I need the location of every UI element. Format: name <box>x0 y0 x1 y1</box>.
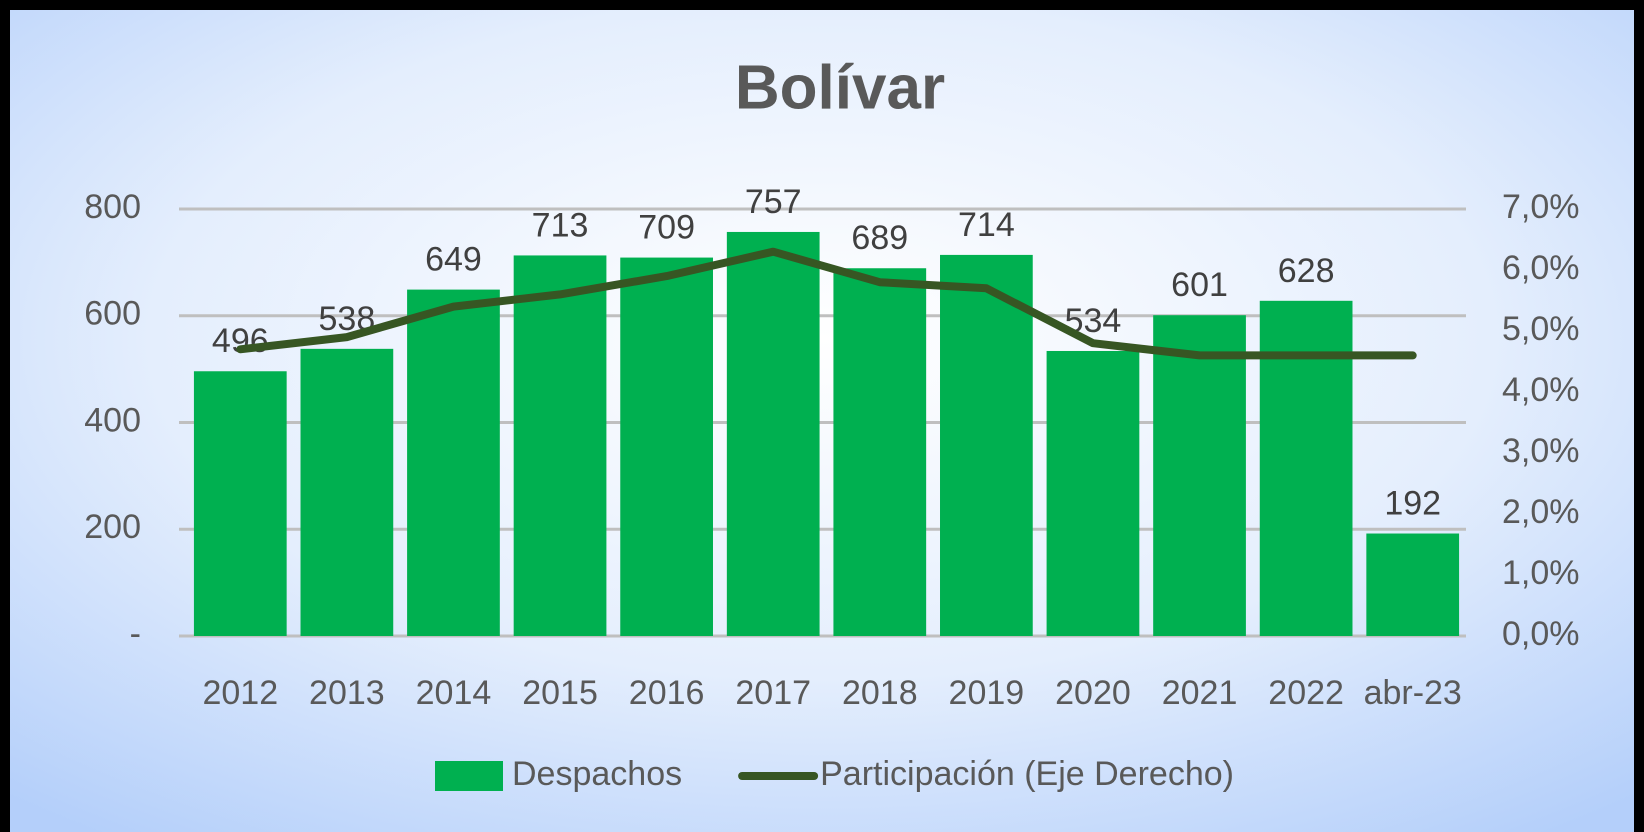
x-tick-label: 2014 <box>416 674 492 712</box>
x-tick-label: 2022 <box>1268 674 1344 712</box>
y2-tick-label: 2,0% <box>1502 493 1580 531</box>
legend-swatch <box>435 761 503 791</box>
line <box>236 247 1417 360</box>
bar <box>407 289 500 636</box>
bar <box>833 268 927 636</box>
x-tick-label: 2012 <box>202 674 278 712</box>
bar <box>513 255 607 636</box>
data-label: 709 <box>638 209 695 247</box>
x-tick-label: 2021 <box>1162 674 1238 712</box>
bar <box>1153 315 1246 636</box>
data-label: 689 <box>851 219 908 257</box>
y2-tick-label: 1,0% <box>1502 554 1580 592</box>
y2-tick-label: 4,0% <box>1502 371 1580 409</box>
bar <box>1046 350 1140 636</box>
legend-label: Despachos <box>512 755 682 793</box>
y2-tick-label: 6,0% <box>1502 249 1580 287</box>
x-tick-label: 2013 <box>309 674 385 712</box>
bar <box>940 254 1033 636</box>
bar <box>620 257 713 636</box>
data-label: 192 <box>1384 485 1441 523</box>
y2-tick-label: 5,0% <box>1502 310 1580 348</box>
y-tick-label: - <box>130 615 141 653</box>
bar <box>193 371 287 636</box>
data-label: 713 <box>532 206 589 244</box>
x-tick-label: 2017 <box>735 674 811 712</box>
data-label: 628 <box>1278 252 1335 290</box>
y-tick-label: 600 <box>84 295 141 333</box>
data-label: 496 <box>212 322 269 360</box>
data-label: 649 <box>425 241 482 279</box>
x-tick-label: 2020 <box>1055 674 1131 712</box>
legend-label: Participación (Eje Derecho) <box>820 755 1234 793</box>
bar <box>300 348 394 636</box>
x-tick-label: 2016 <box>629 674 705 712</box>
data-label: 601 <box>1171 266 1228 304</box>
y-tick-label: 800 <box>84 188 141 226</box>
x-tick-label: abr-23 <box>1364 674 1462 712</box>
y2-tick-label: 0,0% <box>1502 615 1580 653</box>
chart-title: Bolívar <box>735 53 945 122</box>
x-tick-label: 2015 <box>522 674 598 712</box>
y-tick-label: 400 <box>84 401 141 439</box>
y2-tick-label: 3,0% <box>1502 432 1580 470</box>
bar <box>1366 533 1460 636</box>
y2-tick-label: 7,0% <box>1502 188 1580 226</box>
x-tick-label: 2018 <box>842 674 918 712</box>
bar <box>726 231 820 637</box>
y-tick-label: 200 <box>84 508 141 546</box>
bar <box>1259 300 1353 636</box>
x-tick-label: 2019 <box>949 674 1025 712</box>
data-label: 757 <box>745 183 802 221</box>
data-label: 714 <box>958 206 1015 244</box>
